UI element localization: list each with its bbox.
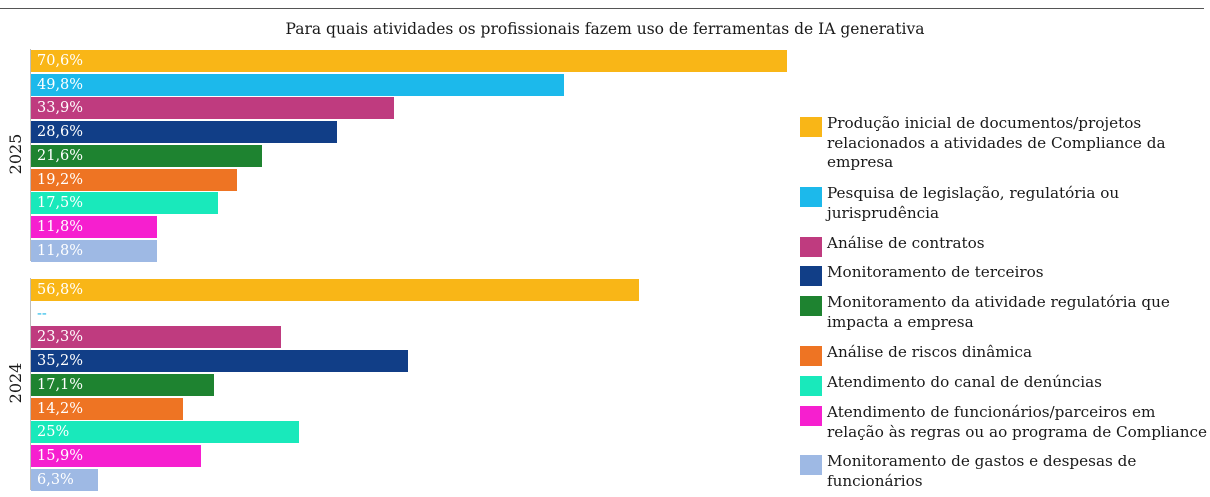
bar-2025-7 (31, 192, 219, 215)
bar-label-2025-3: 33,9% (37, 100, 84, 117)
legend-swatch-1 (800, 117, 822, 137)
bar-label-2025-5: 21,6% (37, 147, 84, 164)
legend-swatch-5 (800, 296, 822, 316)
legend-label-6: Análise de riscos dinâmica (827, 343, 1033, 361)
legend-swatch-3 (800, 237, 822, 257)
legend-swatch-8 (800, 406, 822, 426)
legend-label-7: Atendimento do canal de denúncias (827, 373, 1102, 391)
legend-label-8: Atendimento de funcionários/parceiros em… (827, 403, 1207, 441)
bar-label-2024-4: 35,2% (37, 353, 84, 370)
bar-2024-7 (31, 421, 299, 444)
bar-label-2025-8: 11,8% (37, 218, 84, 235)
bar-label-2024-9: 6,3% (37, 471, 74, 488)
bar-2025-9 (31, 239, 158, 262)
bar-label-2024-8: 15,9% (37, 447, 84, 464)
bar-2024-6 (31, 397, 184, 420)
legend-swatch-7 (800, 376, 822, 396)
legend-swatch-6 (800, 346, 822, 366)
bar-label-2024-7: 25% (37, 424, 70, 441)
bar-label-2025-4: 28,6% (37, 124, 84, 141)
bar-2024-8 (31, 444, 202, 467)
bar-2025-5 (31, 144, 263, 167)
legend-label-9: Monitoramento de gastos e despesas de fu… (827, 452, 1137, 490)
bar-label-2024-3: 23,3% (37, 329, 84, 346)
bar-2025-3 (31, 97, 395, 120)
bar-label-2024-2: -- (37, 305, 47, 322)
bar-2025-2 (31, 73, 565, 96)
bar-label-2025-9: 11,8% (37, 242, 84, 259)
bar-label-2025-7: 17,5% (37, 195, 84, 212)
bar-2024-4 (31, 350, 408, 373)
legend-swatch-2 (800, 187, 822, 207)
bar-2024-9 (31, 468, 99, 491)
axis-line-2025 (30, 49, 31, 261)
legend-label-4: Monitoramento de terceiros (827, 263, 1044, 281)
legend-label-5: Monitoramento da atividade regulatória q… (827, 293, 1170, 331)
legend-swatch-9 (800, 455, 822, 475)
legend-label-1: Produção inicial de documentos/projetos … (827, 114, 1166, 171)
bar-2025-6 (31, 168, 237, 191)
bar-2025-1 (31, 50, 788, 72)
legend-swatch-4 (800, 266, 822, 286)
legend-label-2: Pesquisa de legislação, regulatória ou j… (827, 184, 1120, 222)
axis-line-2024 (30, 278, 31, 490)
bar-label-2024-5: 17,1% (37, 376, 84, 393)
bar-2024-5 (31, 373, 215, 396)
bar-2024-3 (31, 326, 281, 349)
bar-label-2024-6: 14,2% (37, 400, 84, 417)
group-label-2024: 2024 (6, 362, 25, 404)
bar-2025-4 (31, 121, 338, 144)
bar-label-2025-6: 19,2% (37, 171, 84, 188)
bar-label-2024-1: 56,8% (37, 282, 84, 298)
bar-2025-8 (31, 215, 158, 238)
legend: Produção inicial de documentos/projetos … (800, 0, 1210, 497)
chart-title: Para quais atividades os profissionais f… (285, 20, 925, 38)
bar-2024-1 (31, 279, 640, 301)
group-label-2025: 2025 (6, 133, 25, 175)
legend-label-3: Análise de contratos (827, 234, 985, 252)
bar-label-2025-1: 70,6% (37, 53, 84, 69)
bar-label-2025-2: 49,8% (37, 76, 84, 93)
top-rule (0, 8, 1204, 9)
